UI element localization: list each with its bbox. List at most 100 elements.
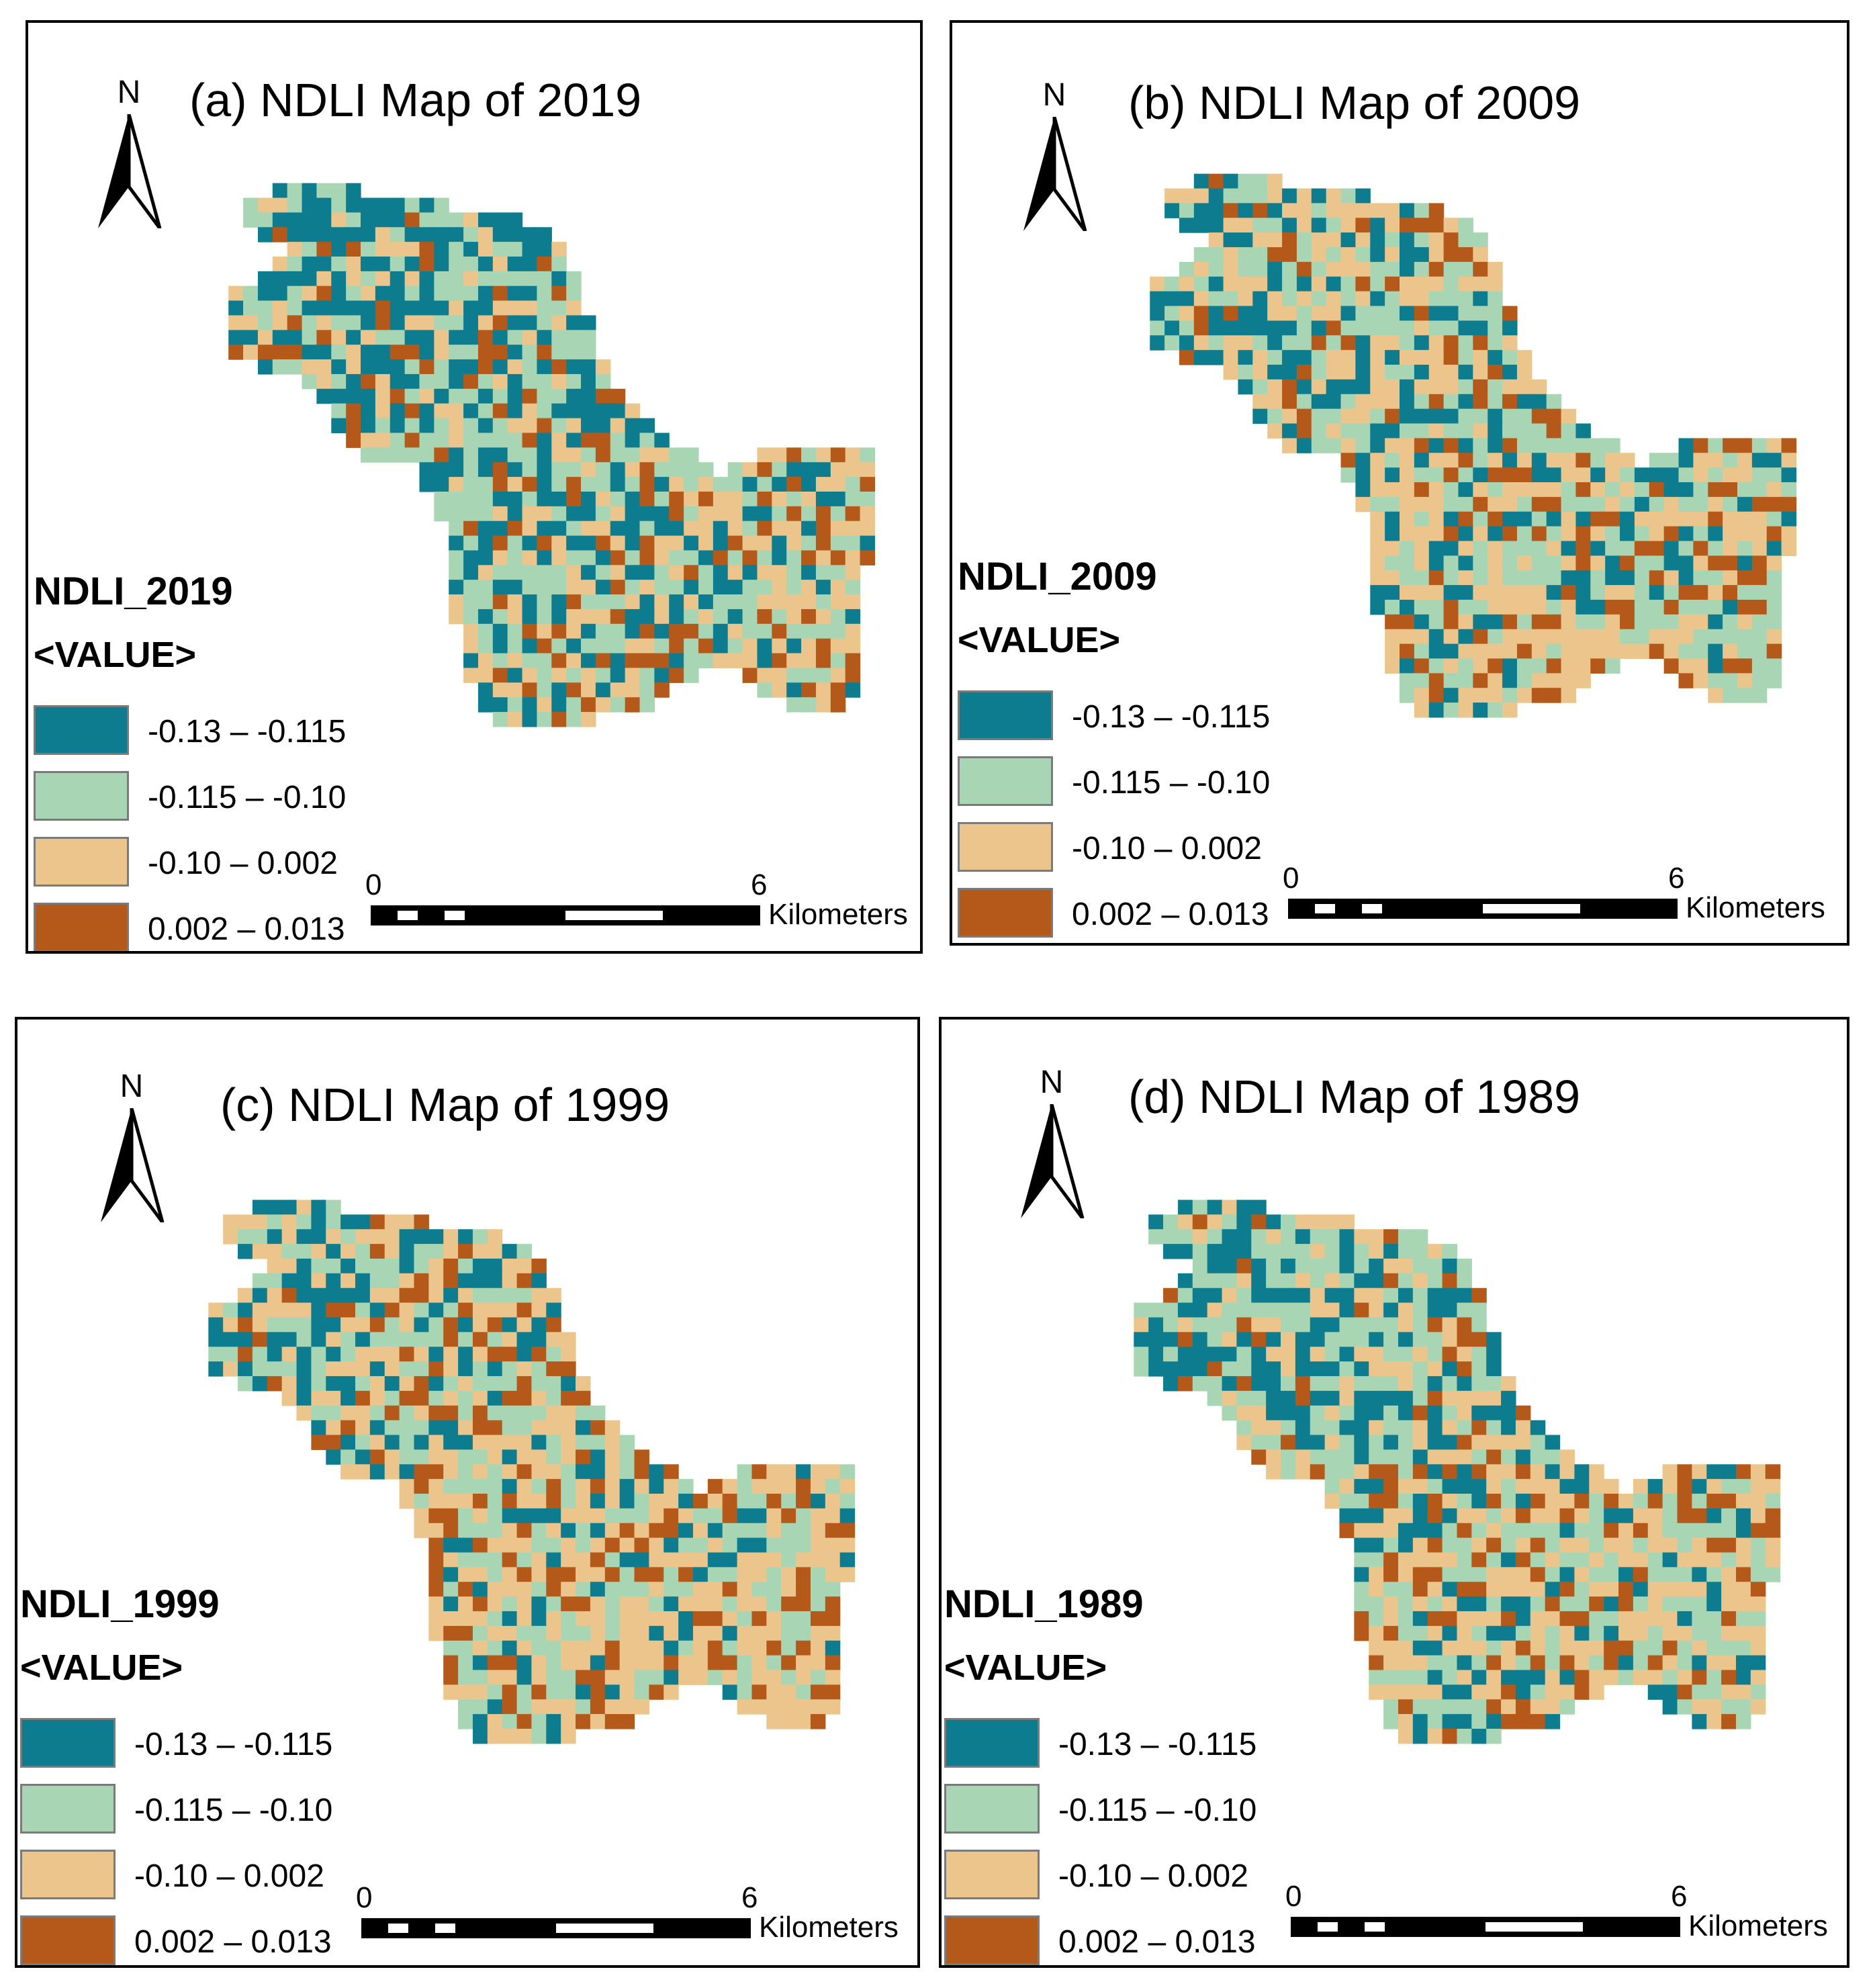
raster-cell (1369, 1420, 1384, 1436)
raster-cell (355, 1347, 371, 1362)
raster-cell (561, 1670, 576, 1685)
raster-cell (326, 1347, 341, 1362)
raster-cell (1295, 1347, 1311, 1362)
raster-cell (1531, 673, 1547, 688)
raster-cell (1148, 1347, 1164, 1362)
raster-cell (477, 388, 494, 404)
legend-swatch (944, 1915, 1040, 1965)
raster-cell (654, 550, 670, 566)
raster-cell (815, 638, 831, 654)
raster-cell (522, 653, 538, 669)
raster-cell (531, 1287, 547, 1304)
raster-cell (1223, 218, 1239, 233)
raster-cell (487, 1287, 503, 1304)
raster-cell (1383, 1302, 1399, 1318)
raster-cell (414, 1273, 429, 1289)
raster-cell (399, 1229, 415, 1245)
raster-cell (1427, 1317, 1443, 1332)
raster-cell (296, 1347, 312, 1362)
raster-cell (1414, 379, 1430, 395)
raster-cell (1706, 1508, 1722, 1524)
raster-cell (1340, 394, 1356, 410)
raster-cell (399, 1405, 415, 1421)
raster-cell (1634, 482, 1650, 498)
raster-cell (1708, 673, 1723, 688)
raster-cell (1765, 1479, 1781, 1494)
raster-cell (384, 1332, 400, 1347)
raster-cell (1546, 394, 1562, 410)
raster-cell (1561, 555, 1577, 571)
raster-cell (361, 300, 376, 316)
raster-cell (546, 1302, 561, 1318)
raster-cell (1192, 1287, 1208, 1304)
raster-cell (369, 1375, 385, 1392)
raster-cell (1471, 1729, 1487, 1744)
legend-swatch (944, 1718, 1040, 1768)
raster-cell (1192, 1317, 1208, 1332)
raster-cell (340, 1420, 356, 1436)
raster-cell (531, 1655, 547, 1671)
scale-end-label: 6 (751, 868, 768, 901)
raster-cell (845, 521, 861, 537)
raster-cell (1458, 261, 1473, 277)
raster-cell (502, 1655, 518, 1671)
raster-cell (1515, 1405, 1531, 1421)
raster-cell (1693, 643, 1708, 660)
raster-cell (1530, 1625, 1546, 1641)
raster-cell (1488, 453, 1503, 468)
raster-cell (1633, 1493, 1649, 1509)
raster-cell (443, 1567, 459, 1582)
raster-cell (625, 608, 641, 625)
raster-cell (223, 1361, 238, 1377)
raster-cell (1324, 1375, 1340, 1392)
raster-cell (1442, 1640, 1458, 1656)
raster-cell (639, 580, 655, 595)
raster-cell (316, 373, 332, 390)
raster-cell (472, 1375, 488, 1392)
raster-cell (296, 1214, 312, 1230)
raster-cell (428, 1375, 444, 1392)
raster-cell (796, 1479, 811, 1494)
raster-cell (1398, 1508, 1414, 1524)
raster-cell (311, 1200, 326, 1215)
raster-cell (355, 1390, 371, 1406)
raster-cell (1150, 291, 1165, 307)
raster-cell (1385, 320, 1400, 336)
raster-cell (1148, 1317, 1164, 1332)
raster-cell (477, 491, 494, 507)
raster-cell (516, 1390, 533, 1406)
raster-cell (1427, 1625, 1443, 1641)
raster-cell (1515, 1537, 1531, 1553)
raster-cell (1281, 1229, 1296, 1245)
raster-cell (1340, 232, 1356, 248)
raster-cell (1561, 658, 1577, 674)
raster-cell (1383, 1405, 1399, 1421)
raster-cell (561, 1390, 576, 1406)
legend-label: -0.13 – -0.115 (134, 1727, 333, 1762)
raster-cell (654, 521, 670, 537)
raster-cell (1530, 1684, 1546, 1700)
raster-cell (419, 477, 435, 492)
raster-cell (551, 491, 567, 507)
raster-cell (1266, 1405, 1281, 1421)
ndli-map (228, 183, 876, 727)
raster-cell (1678, 614, 1694, 630)
raster-cell (355, 1435, 371, 1450)
raster-cell (1370, 555, 1385, 571)
raster-cell (537, 638, 552, 654)
raster-cell (208, 1302, 224, 1318)
raster-cell (1723, 629, 1738, 645)
raster-cell (772, 623, 787, 639)
raster-cell (1370, 247, 1385, 263)
raster-cell (1737, 570, 1753, 586)
raster-cell (316, 300, 332, 316)
raster-cell (1295, 1420, 1311, 1436)
raster-cell (522, 638, 538, 654)
raster-cell (487, 1493, 503, 1509)
raster-cell (1428, 394, 1445, 410)
raster-cell (428, 1596, 444, 1612)
raster-cell (1781, 511, 1797, 527)
raster-cell (1443, 247, 1459, 263)
raster-cell (296, 1287, 312, 1304)
raster-cell (1545, 1537, 1561, 1553)
